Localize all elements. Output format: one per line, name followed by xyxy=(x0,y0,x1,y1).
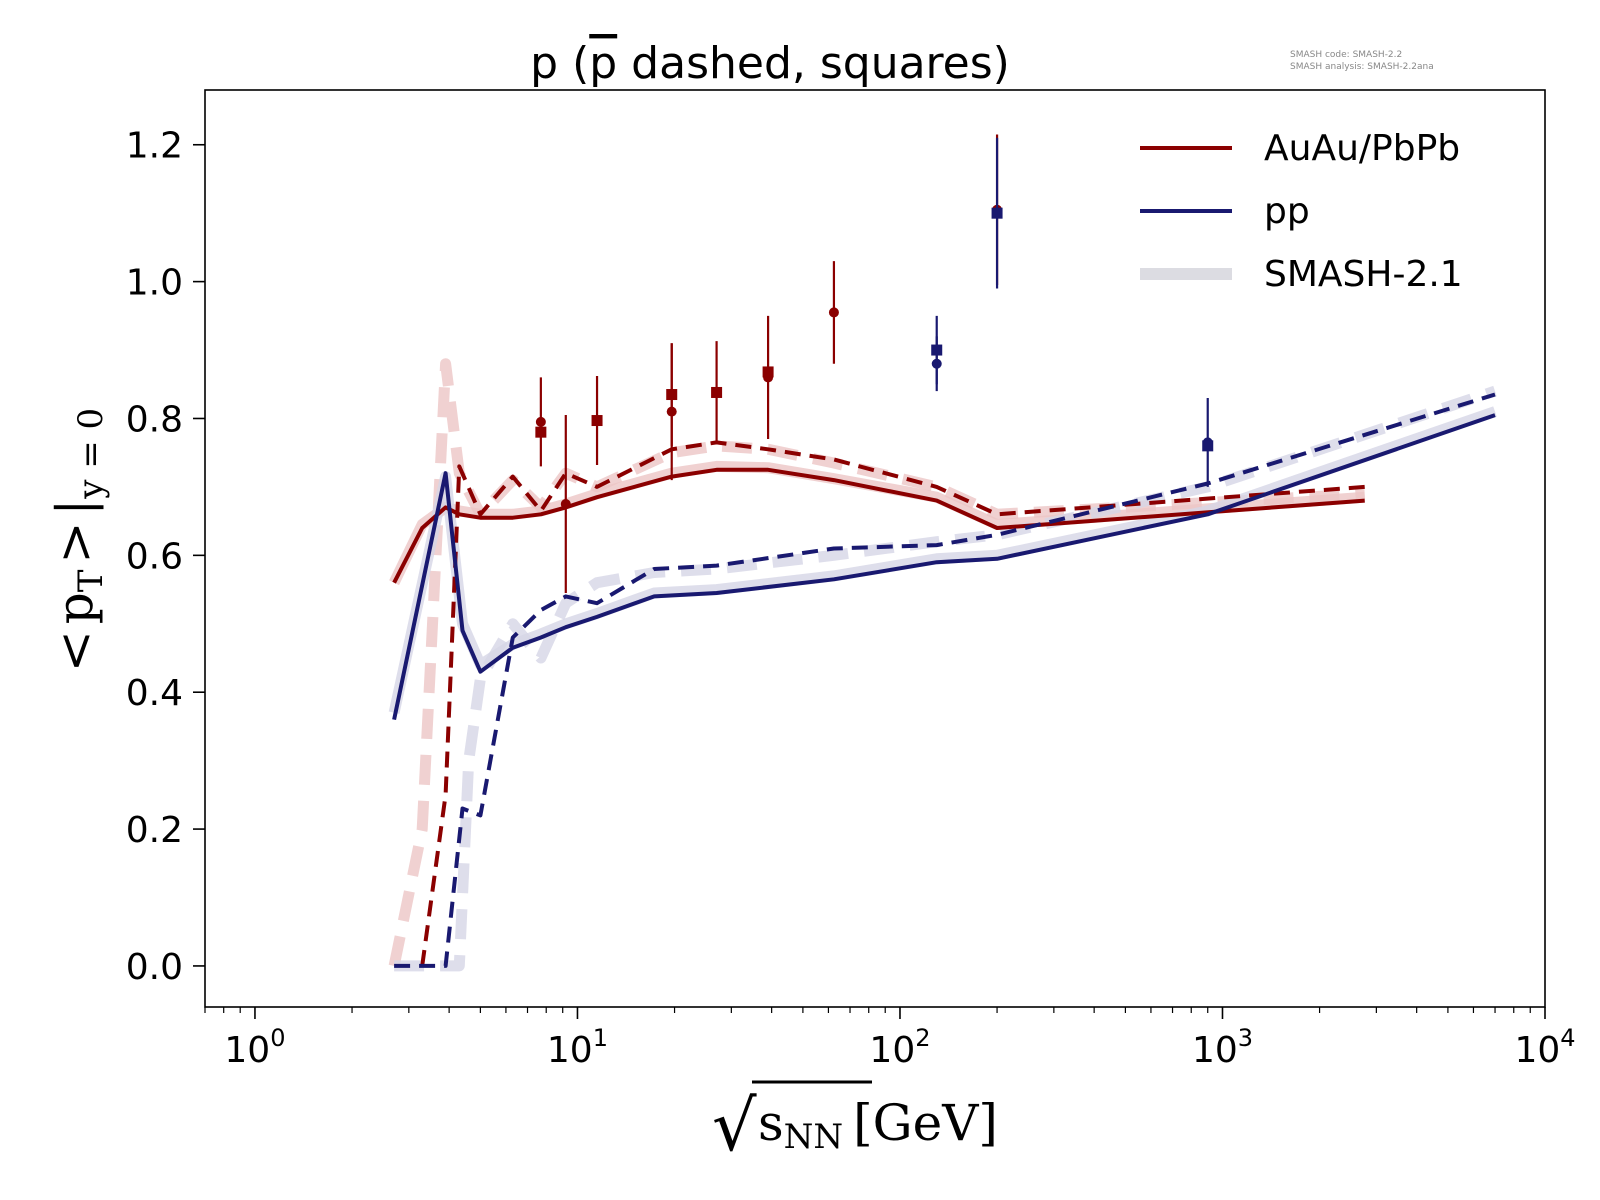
series-line-pp-pbar-3 xyxy=(394,392,1496,968)
x-tick-label: 102 xyxy=(869,1024,930,1071)
x-label-unit: [GeV] xyxy=(853,1094,998,1152)
series-line-smash-2-1-pbar-5 xyxy=(388,358,1366,968)
x-axis-label: √ sNN [GeV] xyxy=(712,1080,998,1167)
data-point-pp-pbar-1 xyxy=(991,207,1003,219)
chart-title-start: p ( xyxy=(530,38,589,89)
data-point-pp-pbar-2 xyxy=(1202,440,1214,452)
data-point-auau-pbpb-pbar-2 xyxy=(666,389,678,401)
y-tick-label: 0.8 xyxy=(126,399,183,440)
data-point-auau-pbpb-p-4 xyxy=(828,307,839,318)
chart-note-line-1: SMASH code: SMASH-2.2 xyxy=(1290,50,1402,60)
y-label-bar: | xyxy=(46,499,104,516)
x-label-var: s xyxy=(758,1094,784,1152)
plot-frame xyxy=(204,89,1546,1008)
y-axis-ticks: 0.0 0.2 0.4 0.6 0.8 1.0 1.2 xyxy=(126,126,205,988)
svg-text:sNN[GeV]: sNN [GeV] xyxy=(758,1094,998,1157)
y-tick-label: 1.0 xyxy=(126,263,183,304)
chart-title-pbar: p xyxy=(589,38,617,89)
series-line-pp-p-2 xyxy=(392,413,1496,721)
y-label-lt: < xyxy=(46,630,104,672)
x-tick-label: 101 xyxy=(547,1024,608,1071)
series-line-smash-2-1-p-6 xyxy=(388,406,1497,714)
x-tick-label: 100 xyxy=(224,1024,285,1071)
measurement-points xyxy=(535,134,1214,593)
data-point-auau-pbpb-pbar-1 xyxy=(591,415,603,427)
data-point-auau-pbpb-p-0 xyxy=(535,416,546,427)
data-point-auau-pbpb-pbar-0 xyxy=(535,426,547,438)
data-point-auau-pbpb-pbar-3 xyxy=(711,386,723,398)
y-label-sub: T xyxy=(71,569,111,592)
chart-note-line-2: SMASH analysis: SMASH-2.2ana xyxy=(1290,62,1434,72)
x-label-root: √ xyxy=(712,1085,757,1167)
y-axis-label: < pT > |y = 0 xyxy=(46,408,111,672)
chart-title: p (p dashed, squares) xyxy=(530,38,1010,89)
svg-text:<pT>|y = 0: < pT > |y = 0 xyxy=(46,408,111,672)
y-tick-label: 0.4 xyxy=(126,673,183,714)
x-label-sub: NN xyxy=(784,1117,844,1157)
y-tick-label: 0.6 xyxy=(126,536,183,577)
y-tick-label: 0.0 xyxy=(126,947,183,988)
x-tick-label: 103 xyxy=(1192,1024,1253,1071)
data-point-auau-pbpb-p-1 xyxy=(560,499,571,510)
data-point-pp-pbar-0 xyxy=(931,344,943,356)
legend-label-smash: SMASH-2.1 xyxy=(1264,254,1463,295)
series-line-auau-pbpb-pbar-1 xyxy=(420,440,1365,967)
legend: AuAu/PbPb pp SMASH-2.1 xyxy=(1140,128,1463,295)
y-tick-label: 1.2 xyxy=(126,126,183,167)
legend-label-auau: AuAu/PbPb xyxy=(1264,128,1460,169)
y-label-cond: y = 0 xyxy=(71,408,111,500)
series-curves xyxy=(392,392,1496,968)
legend-label-pp: pp xyxy=(1264,191,1310,232)
y-tick-label: 0.2 xyxy=(126,810,183,851)
x-tick-label: 104 xyxy=(1514,1024,1575,1071)
series-line-auau-pbpb-p-0 xyxy=(392,467,1365,584)
y-label-gt: > xyxy=(46,522,104,564)
x-axis-ticks: 100 101 102 103 104 xyxy=(204,1007,1576,1071)
chart-title-end: dashed, squares) xyxy=(617,38,1010,89)
reference-curves xyxy=(388,358,1497,972)
y-label-var: p xyxy=(46,592,104,624)
data-point-auau-pbpb-pbar-4 xyxy=(762,366,774,378)
